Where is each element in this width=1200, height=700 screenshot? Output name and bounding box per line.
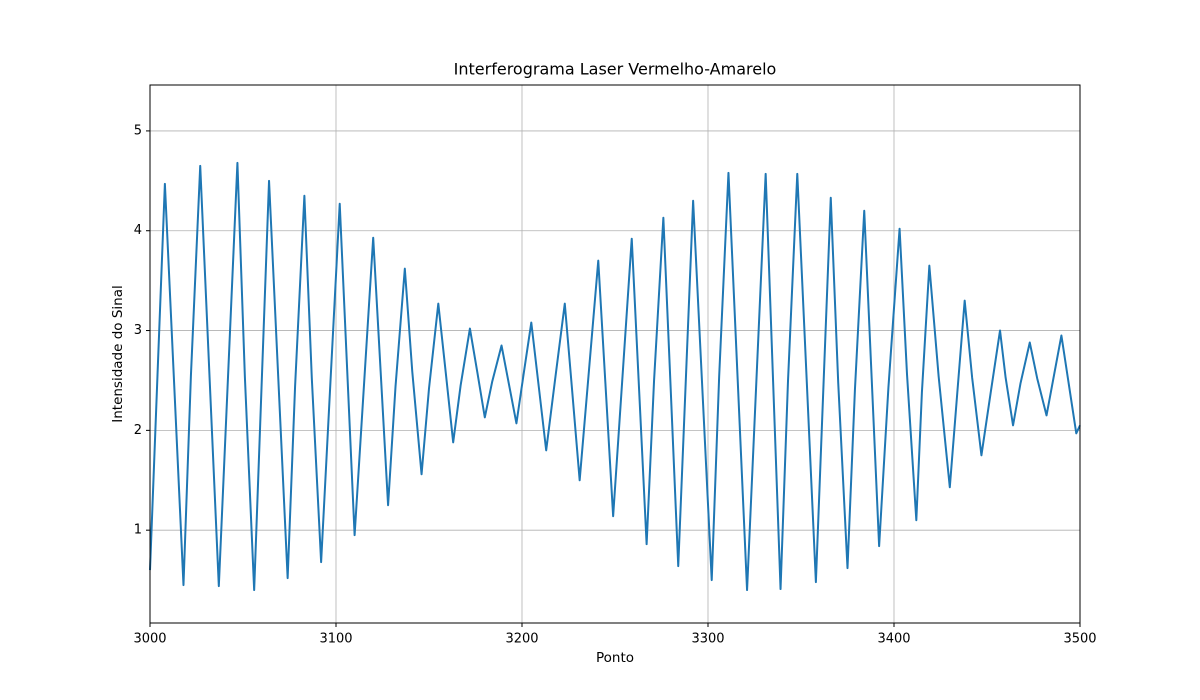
- y-axis-label: Intensidade do Sinal: [110, 285, 126, 423]
- x-tick-label: 3000: [133, 632, 166, 647]
- y-tick-label: 1: [134, 523, 142, 538]
- y-tick-label: 2: [134, 423, 142, 438]
- x-axis-label: Ponto: [596, 650, 634, 666]
- x-tick-label: 3300: [691, 632, 724, 647]
- x-tick-label: 3400: [877, 632, 910, 647]
- data-line: [149, 161, 1081, 592]
- x-tick-label: 3500: [1063, 632, 1096, 647]
- plot-area: [149, 161, 1081, 592]
- y-tick-label: 4: [134, 223, 142, 238]
- chart-title: Interferograma Laser Vermelho-Amarelo: [454, 60, 777, 79]
- y-tick-label: 5: [134, 123, 142, 138]
- y-tick-label: 3: [134, 323, 142, 338]
- axes-frame: [149, 84, 1081, 624]
- x-tick-label: 3200: [505, 632, 538, 647]
- x-tick-label: 3100: [319, 632, 352, 647]
